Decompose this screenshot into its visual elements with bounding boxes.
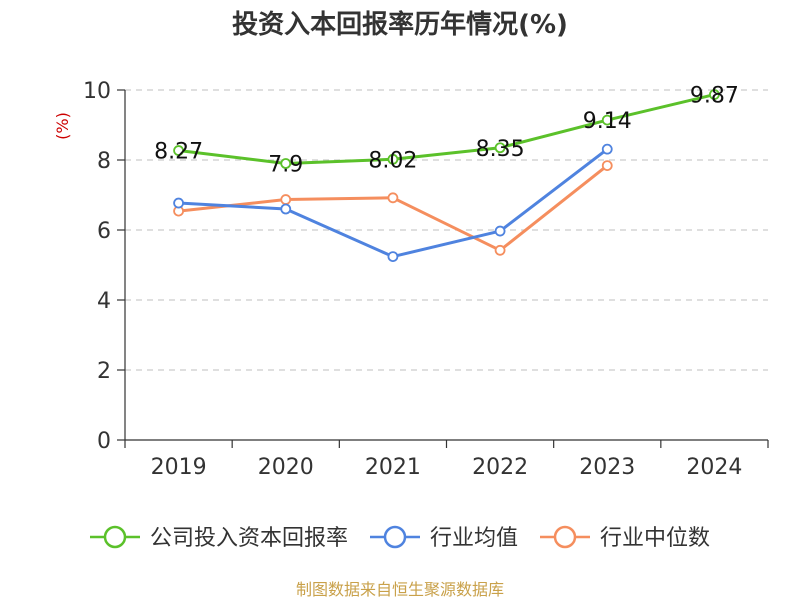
y-tick-label: 4 bbox=[97, 289, 111, 314]
data-point[interactable] bbox=[494, 225, 506, 237]
chart-title: 投资入本回报率历年情况(%) bbox=[232, 9, 568, 40]
x-tick-label: 2024 bbox=[686, 455, 742, 480]
data-point[interactable] bbox=[280, 158, 292, 169]
y-tick-label: 6 bbox=[97, 219, 111, 244]
data-point[interactable] bbox=[387, 192, 399, 204]
legend-item[interactable]: 行业均值 bbox=[370, 525, 518, 551]
data-point[interactable] bbox=[173, 145, 184, 156]
legend-item[interactable]: 行业中位数 bbox=[540, 525, 710, 551]
data-point[interactable] bbox=[494, 244, 506, 256]
data-point[interactable] bbox=[280, 203, 292, 215]
series-group: 8.27 7.9 8.02 8.35 9.14 9.87 bbox=[154, 84, 739, 263]
legend[interactable]: 公司投入资本回报率 行业均值 行业中位数 bbox=[89, 525, 710, 551]
legend-label: 行业均值 bbox=[430, 526, 518, 551]
legend-label: 公司投入资本回报率 bbox=[150, 526, 348, 551]
data-point[interactable] bbox=[387, 153, 399, 165]
legend-marker bbox=[553, 525, 577, 549]
data-point[interactable] bbox=[387, 251, 399, 263]
y-tick-label: 0 bbox=[97, 429, 111, 454]
x-tick-label: 2021 bbox=[365, 455, 421, 480]
y-tick-label: 8 bbox=[97, 149, 111, 174]
data-point[interactable] bbox=[601, 114, 613, 126]
legend-marker bbox=[383, 525, 407, 549]
data-label: 8.02 bbox=[368, 148, 417, 173]
grid bbox=[125, 89, 768, 371]
x-tick-label: 2019 bbox=[151, 455, 207, 480]
x-tick-label: 2020 bbox=[258, 455, 314, 480]
data-point[interactable] bbox=[494, 142, 506, 154]
x-tick-label: 2022 bbox=[472, 455, 528, 480]
y-tick-label: 10 bbox=[83, 79, 111, 104]
data-label: 9.14 bbox=[583, 109, 632, 134]
x-tick-label: 2023 bbox=[579, 455, 635, 480]
data-point[interactable] bbox=[601, 143, 613, 155]
data-label: 8.35 bbox=[476, 137, 525, 162]
data-point[interactable] bbox=[280, 194, 292, 205]
data-label: 7.9 bbox=[268, 153, 303, 178]
data-point[interactable] bbox=[601, 160, 613, 172]
y-axis-unit: (%) bbox=[53, 112, 72, 140]
data-label: 9.87 bbox=[690, 84, 739, 109]
legend-label: 行业中位数 bbox=[600, 526, 710, 551]
data-point[interactable] bbox=[709, 89, 720, 100]
legend-marker bbox=[103, 525, 127, 549]
legend-item[interactable]: 公司投入资本回报率 bbox=[89, 525, 348, 551]
series-line bbox=[178, 93, 715, 165]
y-tick-label: 2 bbox=[97, 359, 111, 384]
axes: 0 2 4 6 8 10 2019 2020 2021 2022 2023 2024 bbox=[83, 79, 769, 480]
data-label: 8.27 bbox=[154, 140, 203, 165]
source-note: 制图数据来自恒生聚源数据库 bbox=[296, 580, 504, 599]
data-point[interactable] bbox=[173, 197, 184, 209]
